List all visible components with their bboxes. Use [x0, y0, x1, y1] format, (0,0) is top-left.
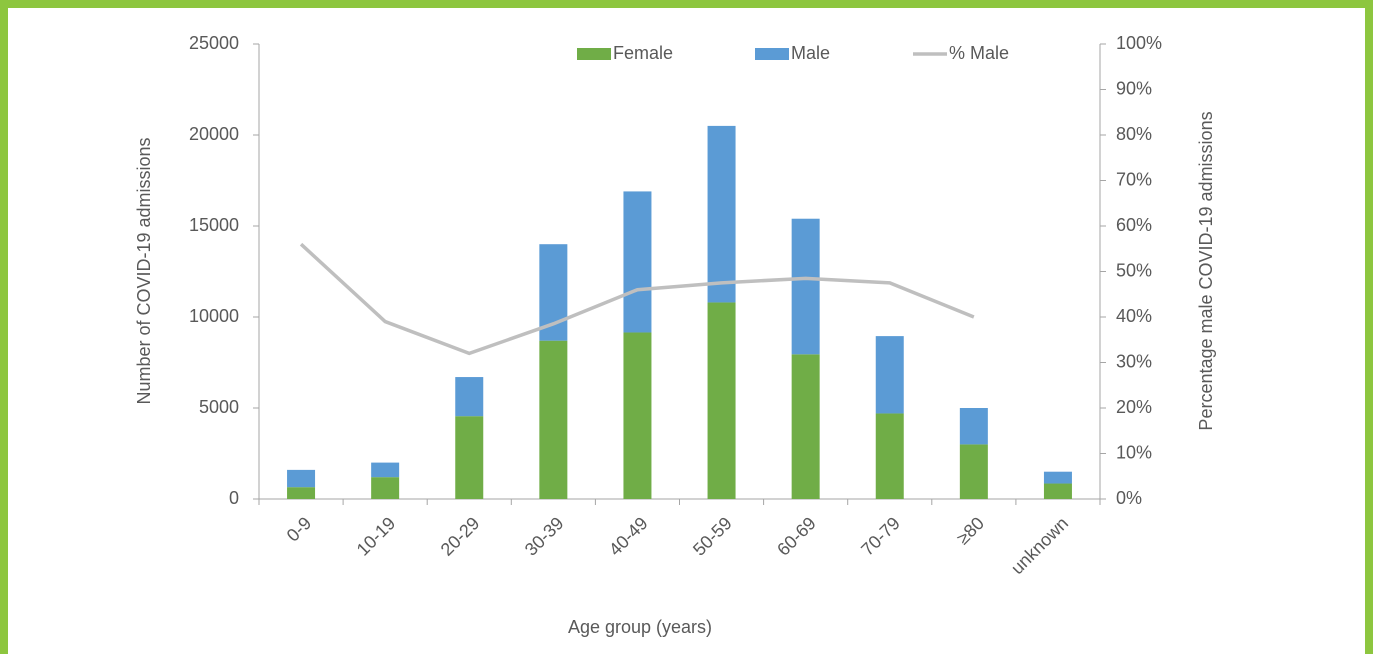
- bar: [287, 469, 316, 488]
- y2-tick-label: 20%: [1116, 397, 1152, 417]
- y-tick-label: 5000: [199, 397, 239, 417]
- bar: [623, 191, 652, 333]
- frame-top: [0, 0, 1373, 8]
- y-tick-label: 20000: [189, 124, 239, 144]
- y2-tick-label: 40%: [1116, 306, 1152, 326]
- bar: [791, 218, 820, 355]
- legend-label: % Male: [949, 43, 1009, 63]
- y2-tick-label: 90%: [1116, 78, 1152, 98]
- y-tick-label: 0: [229, 488, 239, 508]
- y-tick-label: 10000: [189, 306, 239, 326]
- y2-tick-label: 100%: [1116, 33, 1162, 53]
- frame-left: [0, 0, 8, 654]
- bar: [287, 487, 316, 499]
- y-axis-title: Number of COVID-19 admissions: [134, 137, 154, 404]
- bar: [791, 354, 820, 499]
- bar: [707, 125, 736, 303]
- y2-tick-label: 50%: [1116, 260, 1152, 280]
- legend-swatch: [755, 48, 789, 60]
- y2-tick-label: 10%: [1116, 442, 1152, 462]
- frame-right: [1365, 0, 1373, 654]
- bar: [539, 340, 568, 499]
- y2-axis-title: Percentage male COVID-19 admissions: [1196, 111, 1216, 430]
- bar: [371, 477, 400, 499]
- x-axis-title: Age group (years): [568, 617, 712, 637]
- y2-tick-label: 60%: [1116, 215, 1152, 235]
- bar: [1043, 483, 1072, 499]
- y-tick-label: 15000: [189, 215, 239, 235]
- bar: [1043, 471, 1072, 484]
- bar: [959, 408, 988, 445]
- bar: [707, 302, 736, 499]
- y2-tick-label: 30%: [1116, 351, 1152, 371]
- legend-label: Female: [613, 43, 673, 63]
- bar: [875, 413, 904, 499]
- bar: [455, 377, 484, 417]
- y2-tick-label: 70%: [1116, 169, 1152, 189]
- bar: [959, 444, 988, 499]
- bar: [371, 462, 400, 478]
- legend-label: Male: [791, 43, 830, 63]
- legend-swatch: [577, 48, 611, 60]
- y2-tick-label: 80%: [1116, 124, 1152, 144]
- y2-tick-label: 0%: [1116, 488, 1142, 508]
- line: [299, 242, 975, 356]
- bar: [875, 336, 904, 414]
- y-tick-label: 25000: [189, 33, 239, 53]
- bar: [623, 332, 652, 499]
- bar: [455, 416, 484, 499]
